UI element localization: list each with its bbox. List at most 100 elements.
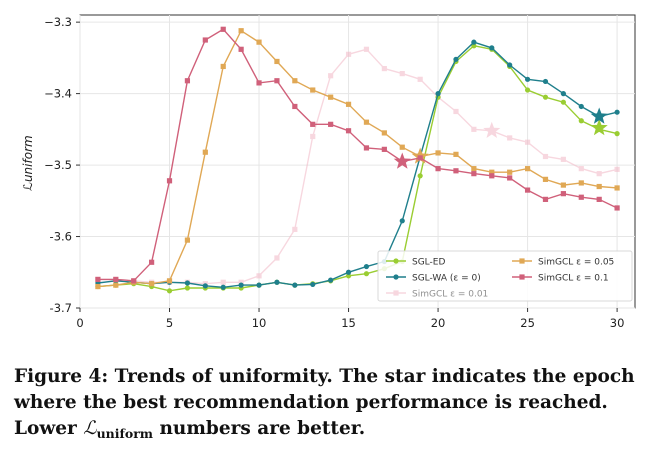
data-point — [166, 178, 173, 184]
data-point — [507, 135, 513, 141]
data-point — [184, 285, 191, 291]
x-tick-label: 0 — [76, 316, 83, 330]
data-point — [507, 175, 513, 181]
data-point — [381, 146, 387, 152]
caption-line-3-suffix: numbers are better. — [153, 418, 366, 439]
data-point — [202, 149, 208, 155]
data-point — [417, 155, 423, 161]
data-point — [363, 145, 370, 151]
legend: SGL-ED SimGCL ε = 0.05 SGL-WA (ε = 0) SimGC… — [377, 250, 633, 302]
data-point — [238, 28, 244, 34]
legend-label: SimGCL ε = 0.1 — [538, 274, 609, 284]
y-tick-label: −3.4 — [44, 87, 72, 101]
data-point — [471, 126, 477, 132]
x-tick-label: 5 — [166, 316, 173, 330]
x-tick-label: 30 — [610, 316, 625, 330]
y-axis-label: ℒuniform — [21, 135, 35, 190]
data-point — [345, 269, 352, 275]
data-point — [399, 144, 405, 150]
legend-box — [377, 250, 633, 302]
best-epoch-star — [590, 107, 608, 124]
data-point — [345, 101, 352, 107]
data-point — [149, 259, 155, 265]
legend-marker — [519, 274, 525, 280]
data-point — [524, 139, 531, 145]
legend-marker — [393, 274, 399, 280]
data-point — [220, 279, 226, 285]
data-point — [578, 194, 584, 200]
data-point — [560, 91, 566, 97]
data-point — [274, 255, 280, 261]
series-line — [97, 28, 618, 282]
data-point — [292, 78, 298, 84]
legend-label: SGL-ED — [412, 258, 445, 268]
data-point — [399, 218, 405, 224]
data-point — [542, 176, 549, 182]
data-point — [435, 150, 441, 156]
data-point — [507, 169, 513, 175]
data-point — [363, 119, 370, 125]
legend-marker — [393, 258, 399, 264]
data-point — [453, 151, 459, 157]
legend-marker — [519, 258, 525, 264]
data-point — [614, 109, 620, 115]
data-point — [256, 282, 262, 288]
data-point — [542, 153, 549, 160]
data-point — [238, 46, 244, 52]
legend-label: SimGCL ε = 0.01 — [412, 290, 488, 300]
uniformity-chart: 0 5 10 15 20 25 30 −3.3 −3.4 −3.5 -3.6 -3.7 ℒunifor… — [21, 14, 636, 330]
data-point — [453, 56, 459, 62]
data-point — [310, 87, 316, 93]
data-point — [166, 278, 173, 284]
data-point — [184, 78, 191, 84]
data-point — [220, 63, 226, 70]
data-point — [131, 278, 137, 284]
data-point — [507, 62, 513, 68]
data-point — [596, 171, 602, 177]
caption-line-3-prefix: Lower — [14, 418, 84, 439]
data-point — [149, 281, 155, 287]
data-point — [113, 282, 119, 288]
data-point — [560, 99, 566, 105]
data-point — [542, 78, 549, 85]
data-point — [274, 279, 280, 285]
data-point — [560, 182, 566, 188]
series-layer — [95, 26, 620, 294]
data-point — [453, 168, 459, 174]
data-point — [220, 284, 226, 290]
figure-caption: Figure 4: Trends of uniformity. The star… — [14, 364, 656, 447]
legend-label: SGL-WA (ε = 0) — [412, 274, 481, 284]
data-point — [274, 58, 280, 65]
data-point — [345, 51, 352, 57]
caption-symbol: ℒ — [83, 418, 97, 439]
best-epoch-star — [393, 152, 411, 169]
y-tick-label: −3.3 — [44, 15, 72, 29]
data-point — [578, 166, 584, 172]
series-line — [97, 44, 618, 292]
legend-item: SimGCL ε = 0.05 — [512, 258, 614, 268]
data-point — [489, 45, 495, 51]
data-point — [238, 282, 244, 288]
data-point — [256, 80, 262, 86]
data-point — [614, 166, 620, 172]
data-point — [274, 78, 280, 84]
data-point — [524, 187, 531, 193]
data-point — [345, 273, 352, 279]
data-point — [363, 263, 370, 270]
best-epoch-star — [590, 118, 608, 136]
data-point — [560, 156, 566, 162]
data-point — [542, 94, 549, 100]
data-point — [166, 288, 173, 294]
data-point — [578, 180, 584, 186]
series-line — [97, 29, 618, 288]
data-point — [596, 183, 602, 190]
data-point — [292, 103, 298, 110]
legend-item: SimGCL ε = 0.1 — [512, 274, 609, 284]
data-point — [471, 39, 477, 45]
data-point — [310, 133, 316, 140]
data-point — [345, 128, 352, 134]
data-point — [614, 185, 620, 191]
data-point — [202, 283, 208, 289]
data-point — [614, 205, 620, 211]
axes: 0 5 10 15 20 25 30 −3.3 −3.4 −3.5 -3.6 -3.7 — [44, 15, 624, 330]
